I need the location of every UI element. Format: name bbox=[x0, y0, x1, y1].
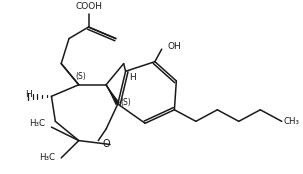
Text: OH: OH bbox=[168, 42, 181, 51]
Text: (S): (S) bbox=[120, 98, 131, 107]
Text: H: H bbox=[25, 90, 32, 99]
Text: CH₃: CH₃ bbox=[284, 117, 300, 126]
Text: (S): (S) bbox=[75, 72, 86, 81]
Text: COOH: COOH bbox=[75, 2, 102, 11]
Text: O: O bbox=[102, 139, 110, 149]
Text: H: H bbox=[129, 73, 136, 82]
Text: H₃C: H₃C bbox=[30, 119, 45, 128]
Text: H₃C: H₃C bbox=[39, 153, 55, 162]
Polygon shape bbox=[106, 85, 120, 105]
